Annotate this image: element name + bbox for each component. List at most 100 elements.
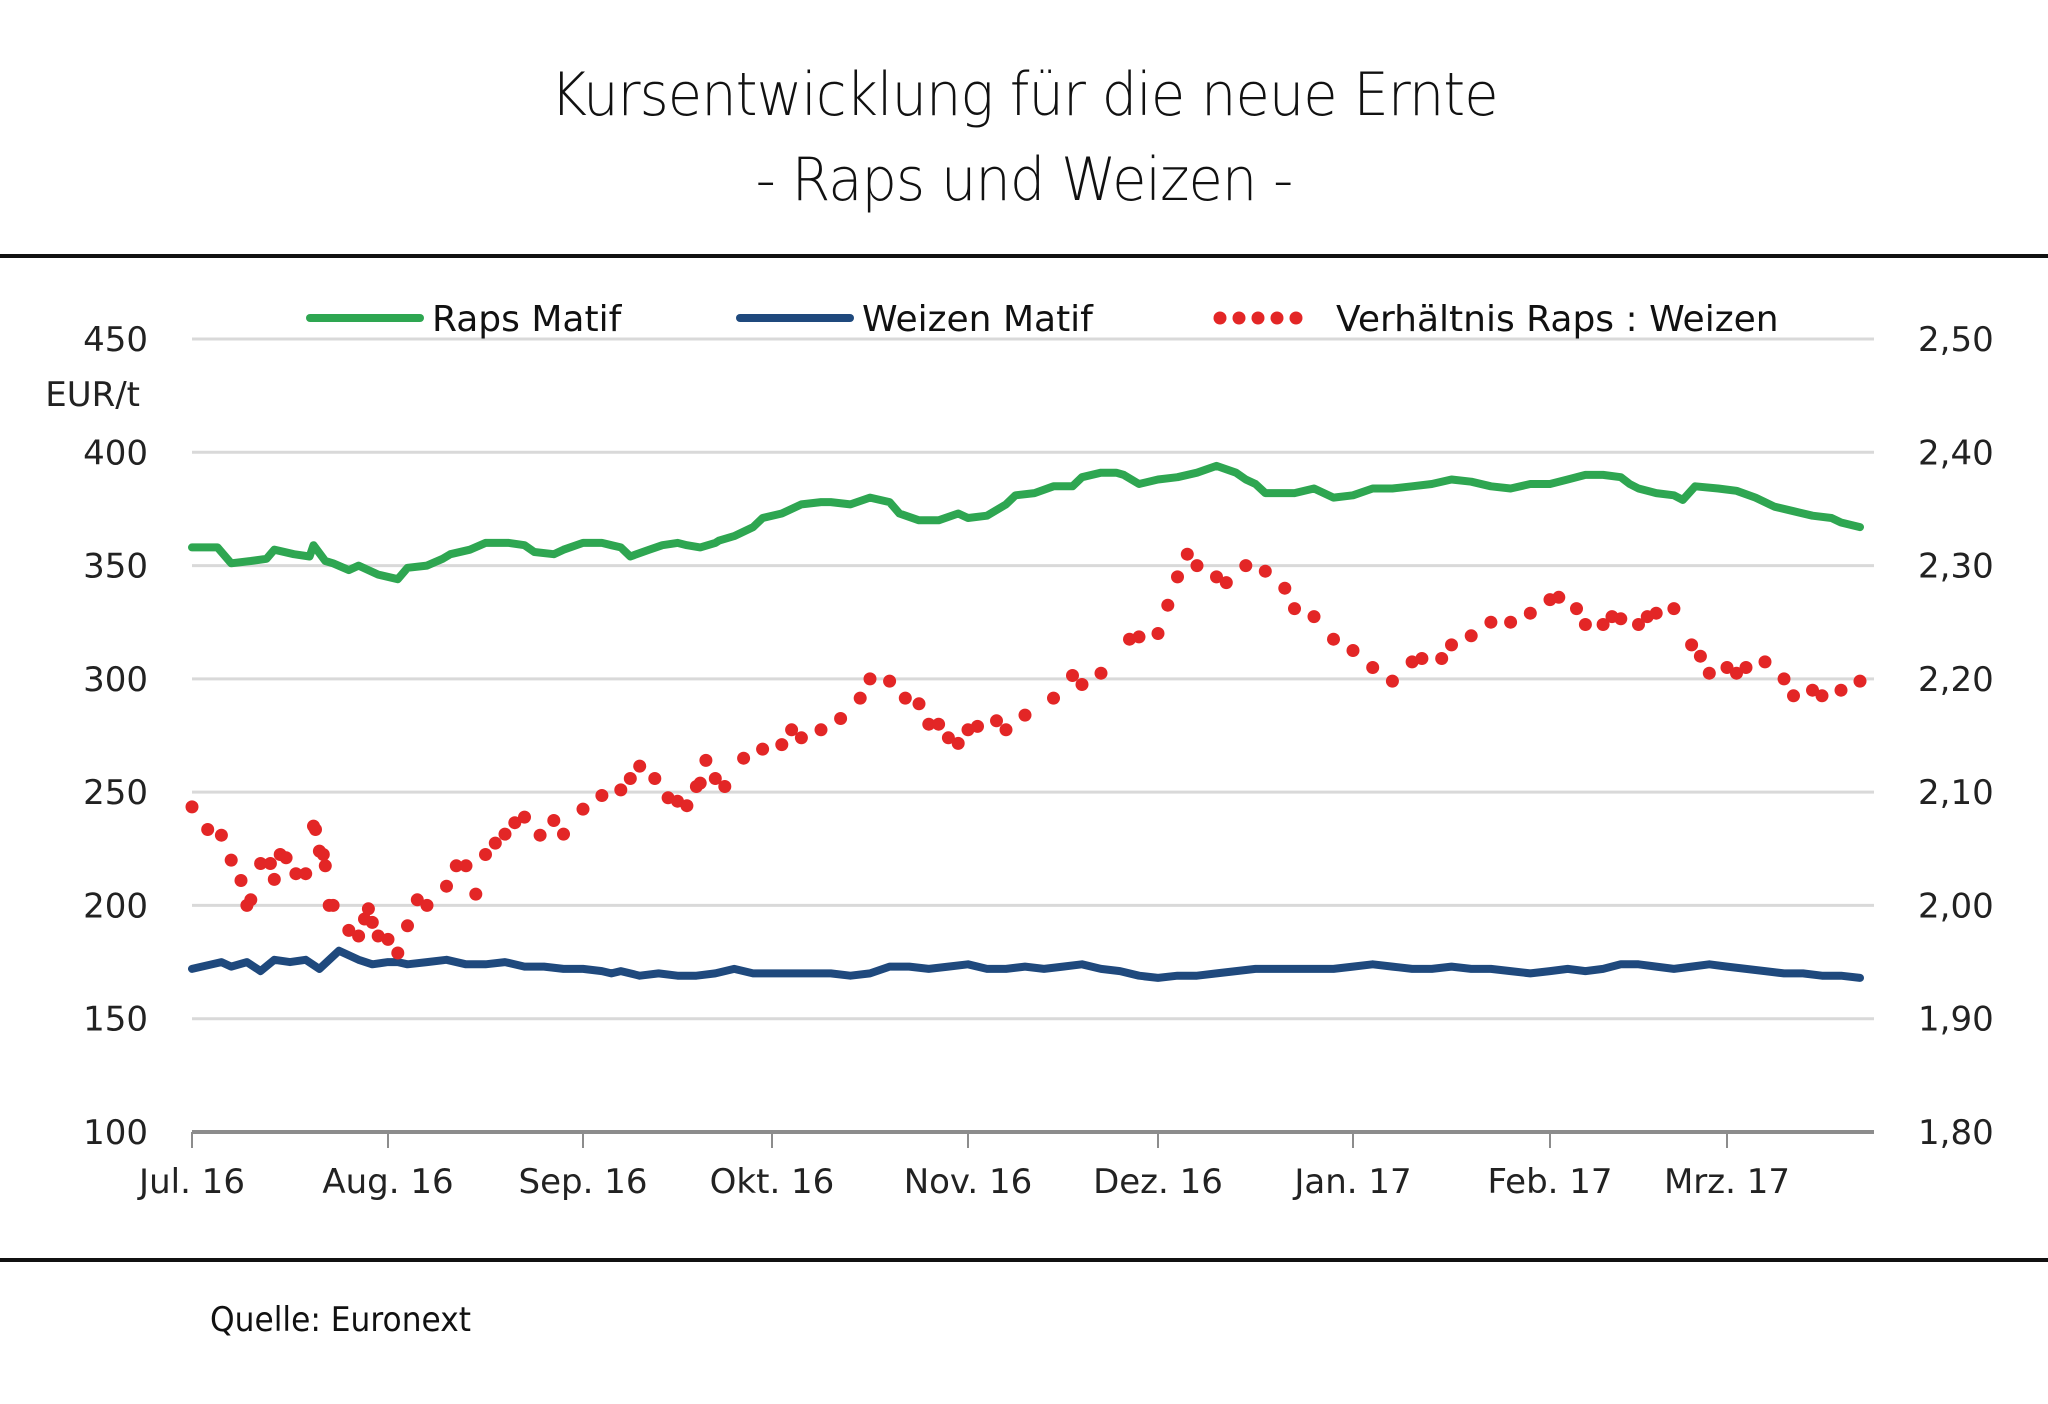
ratio-point — [898, 691, 912, 705]
ratio-point — [254, 857, 268, 870]
ratio-point — [756, 742, 770, 756]
gridlines — [192, 337, 1874, 1021]
ratio-point — [420, 898, 434, 912]
ratio-point — [365, 915, 379, 929]
chart-title-line2: - Raps und Weizen - — [755, 145, 1294, 215]
ratio-point — [1834, 683, 1848, 697]
ratio-point — [737, 751, 751, 765]
ratio-point — [488, 836, 502, 850]
ratio-point — [401, 919, 414, 933]
legend-label: Raps Matif — [432, 299, 623, 340]
y2-tick-label: 2,10 — [1918, 773, 1994, 813]
ratio-point — [1693, 649, 1707, 663]
ratio-point — [1685, 638, 1699, 652]
ratio-point — [1151, 627, 1165, 640]
ratio-point — [449, 859, 463, 873]
x-tick-label: Aug. 16 — [322, 1162, 453, 1202]
ratio-point — [718, 780, 732, 793]
ratio-point — [557, 827, 570, 841]
legend-swatch-ratio-dot — [1289, 311, 1303, 325]
ratio-point — [1327, 632, 1340, 646]
ratio-point — [941, 731, 955, 745]
y2-tick-label: 1,80 — [1918, 1113, 1994, 1153]
ratio-point — [614, 783, 628, 797]
y-tick-label: 250 — [83, 773, 148, 813]
ratio-point — [1190, 559, 1204, 573]
y-tick-label: 300 — [83, 660, 148, 700]
y2-tick-label: 2,30 — [1918, 547, 1994, 587]
ratio-point — [785, 723, 799, 737]
ratio-point — [1739, 661, 1753, 674]
x-tick-label: Okt. 16 — [710, 1162, 835, 1202]
ratio-point — [576, 802, 590, 816]
y-tick-label: 400 — [83, 433, 148, 473]
ratio-point — [1552, 590, 1566, 604]
ratio-point — [371, 929, 385, 943]
ratio-point — [912, 697, 926, 711]
ratio-point — [1578, 618, 1592, 631]
ratio-point — [932, 717, 946, 731]
ratio-point — [951, 736, 965, 750]
ratio-point — [990, 714, 1003, 728]
ratio-point — [1570, 602, 1583, 616]
y-axis-left: 100 150 200 250 300 350 400 450 — [83, 320, 148, 1153]
ratio-point — [1720, 661, 1734, 674]
ratio-point — [1180, 547, 1194, 561]
legend-swatch-ratio-dot — [1213, 311, 1227, 325]
ratio-point — [775, 738, 789, 752]
ratio-point — [814, 723, 828, 737]
y-tick-label: 350 — [83, 547, 148, 587]
y2-tick-label: 2,20 — [1918, 660, 1994, 700]
ratio-point — [518, 810, 531, 824]
ratio-point — [1523, 606, 1537, 620]
ratio-point — [498, 827, 512, 841]
ratio-point — [391, 946, 405, 960]
ratio-point — [1632, 618, 1645, 631]
y-axis-label: EUR/t — [45, 375, 140, 415]
y2-tick-label: 2,50 — [1918, 320, 1994, 360]
ratio-point — [834, 712, 848, 725]
ratio-point — [263, 857, 277, 870]
series-line-weizen — [188, 946, 1864, 982]
ratio-point — [1278, 581, 1292, 595]
ratio-point — [853, 691, 867, 705]
ratio-point — [1614, 612, 1628, 626]
ratio-point — [922, 717, 936, 731]
ratio-point — [1445, 638, 1458, 652]
ratio-point — [1815, 689, 1829, 703]
y2-tick-label: 1,90 — [1918, 1000, 1994, 1040]
y-tick-label: 450 — [83, 320, 148, 360]
ratio-point — [1405, 655, 1419, 669]
ratio-point — [1484, 615, 1498, 629]
ratio-point — [1464, 629, 1478, 643]
ratio-point — [479, 848, 492, 861]
ratio-point — [244, 893, 258, 907]
ratio-point — [1596, 618, 1610, 631]
x-axis: Jul. 16 Aug. 16 Sep. 16 Okt. 16 Nov. 16 Dez. … — [137, 1130, 1874, 1202]
ratio-point — [1094, 666, 1108, 680]
x-tick-label: Jul. 16 — [137, 1162, 245, 1202]
series-layer — [185, 461, 1867, 982]
ratio-point — [1018, 708, 1032, 722]
ratio-point — [1649, 606, 1663, 620]
ratio-point — [316, 848, 330, 861]
ratio-point — [1777, 672, 1791, 686]
bottom-divider — [0, 1258, 2048, 1262]
series-line-raps — [188, 461, 1864, 584]
ratio-point — [1258, 564, 1272, 578]
ratio-point — [1066, 669, 1079, 682]
ratio-point — [326, 898, 340, 912]
ratio-point — [410, 893, 424, 907]
top-divider — [0, 254, 2048, 258]
ratio-point — [352, 929, 366, 943]
y2-tick-label: 2,00 — [1918, 886, 1994, 926]
legend: Raps Matif Weizen Matif Verhältnis Raps : … — [306, 299, 1779, 340]
ratio-point — [1288, 602, 1301, 616]
x-tick-label: Feb. 17 — [1487, 1162, 1612, 1202]
x-tick-label: Jan. 17 — [1292, 1162, 1411, 1202]
ratio-point — [1435, 652, 1449, 665]
y2-tick-label: 2,40 — [1918, 433, 1994, 473]
x-tick-label: Nov. 16 — [904, 1162, 1033, 1202]
ratio-point — [1730, 666, 1743, 680]
ratio-point — [318, 859, 332, 873]
